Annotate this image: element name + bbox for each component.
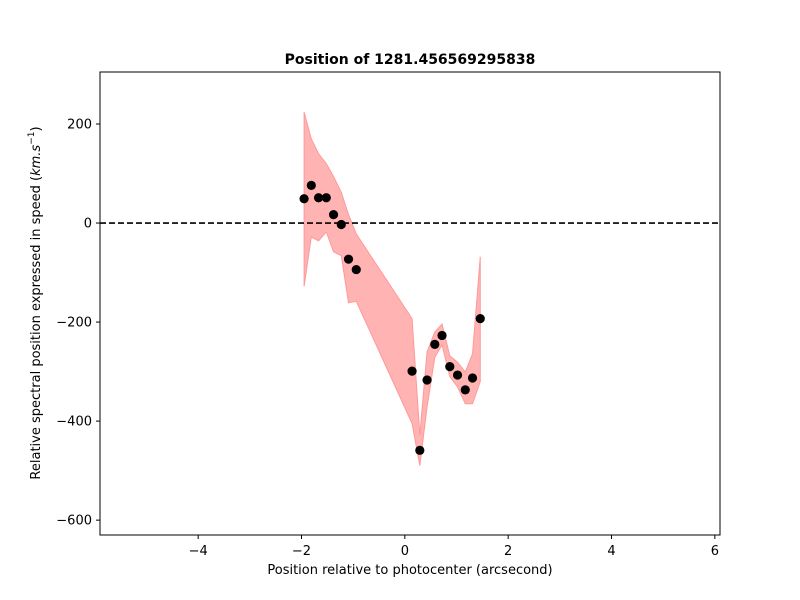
x-axis-label: Position relative to photocenter (arcsec… <box>267 563 552 578</box>
data-point <box>467 373 478 383</box>
x-tick-label: 6 <box>711 544 719 559</box>
data-point <box>430 339 440 349</box>
x-tick-label: 2 <box>504 544 512 559</box>
data-point <box>351 264 361 275</box>
data-point <box>422 375 432 385</box>
plot-frame <box>99 71 721 536</box>
x-axis: −4 −2 0 2 4 6 <box>189 535 719 559</box>
y-axis-label: Relative spectral position expressed in … <box>27 126 44 479</box>
y-tick-label: −600 <box>56 514 92 529</box>
x-tick-label: −4 <box>189 544 208 559</box>
y-axis-label-close: ) <box>29 126 44 131</box>
x-tick-label: 4 <box>607 544 615 559</box>
y-axis-label-main: Relative spectral position expressed in … <box>29 176 44 480</box>
y-tick-label: −400 <box>56 415 92 430</box>
x-tick-label: 0 <box>401 544 409 559</box>
data-point <box>437 330 447 341</box>
y-axis-label-sup: −1 <box>27 132 37 145</box>
data-point <box>452 370 463 380</box>
data-point <box>407 366 417 376</box>
y-axis: 200 0 −200 −400 −600 <box>56 117 100 529</box>
data-point <box>313 193 324 203</box>
data-point <box>336 219 346 230</box>
uncertainty-band <box>303 111 481 466</box>
data-point <box>321 193 331 203</box>
data-point <box>343 254 354 264</box>
y-axis-label-unit: km.s <box>29 145 44 176</box>
data-point <box>299 194 309 204</box>
y-tick-label: 0 <box>84 217 92 232</box>
data-point <box>415 445 425 455</box>
data-point <box>445 362 455 372</box>
x-tick-label: −2 <box>292 544 311 559</box>
plot-area <box>99 71 721 536</box>
y-tick-label: 200 <box>67 117 92 132</box>
data-point <box>306 180 316 190</box>
data-point <box>475 314 485 324</box>
chart-title: Position of 1281.456569295838 <box>285 52 536 68</box>
data-point <box>328 210 339 220</box>
y-tick-label: −200 <box>56 316 92 331</box>
data-point <box>460 385 470 395</box>
